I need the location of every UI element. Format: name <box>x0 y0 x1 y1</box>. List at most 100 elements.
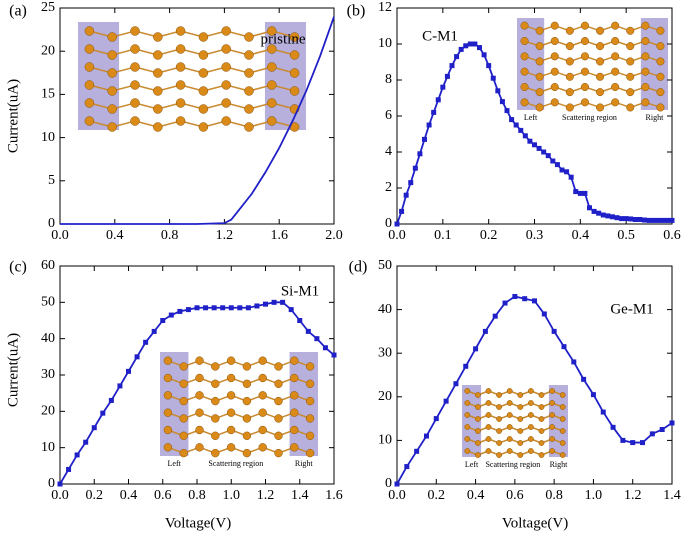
inset-atom <box>496 440 503 446</box>
x-tick-label: 0.6 <box>663 228 681 243</box>
marker <box>435 97 441 103</box>
marker <box>669 217 675 223</box>
marker <box>57 481 63 487</box>
inset-atom <box>517 428 524 434</box>
marker <box>477 45 482 51</box>
inset-atom <box>580 52 589 61</box>
inset-atom <box>290 408 299 417</box>
inset-label: Scattering region <box>562 113 617 122</box>
y-tick-label: 4 <box>385 144 392 159</box>
inset-atom <box>221 80 231 90</box>
marker <box>573 189 579 195</box>
y-tick-label: 60 <box>41 258 55 273</box>
inset-atom <box>517 416 524 422</box>
inset-atom <box>496 392 503 398</box>
marker <box>271 299 277 305</box>
inset-atom <box>611 98 620 107</box>
marker <box>591 208 597 214</box>
marker <box>513 122 519 128</box>
marker <box>417 151 423 157</box>
marker <box>297 318 303 323</box>
inset-atom <box>305 396 315 406</box>
marker <box>473 346 479 352</box>
inset-atom <box>130 62 140 72</box>
marker <box>220 305 226 311</box>
marker <box>263 301 268 307</box>
marker <box>168 312 174 318</box>
x-tick-label: 1.4 <box>663 488 681 503</box>
inset-atom <box>179 431 188 440</box>
inset-atom <box>559 392 566 398</box>
y-tick-label: 15 <box>41 87 55 102</box>
marker <box>160 318 166 323</box>
marker <box>177 308 183 314</box>
inset-atom <box>153 68 163 78</box>
inset-atom <box>520 98 529 107</box>
inset-atom <box>580 98 589 107</box>
inset-atom <box>163 356 173 365</box>
inset-atom <box>656 26 665 35</box>
inset-atom <box>130 44 140 54</box>
inset-atom <box>305 362 315 371</box>
annotation: Ge-M1 <box>610 301 653 317</box>
inset-atom <box>550 67 559 76</box>
inset-atom <box>221 62 231 72</box>
inset-atom <box>274 379 283 388</box>
inset-atom <box>464 388 471 394</box>
x-tick-label: 0.4 <box>120 488 138 503</box>
inset-atom <box>559 452 566 458</box>
marker <box>571 359 577 365</box>
inset-atom <box>221 98 231 108</box>
inset-atom <box>107 50 117 60</box>
inset-atom <box>267 62 277 72</box>
inset-atom <box>267 98 277 108</box>
inset-atom <box>153 86 163 96</box>
x-tick-label: 0.0 <box>388 488 406 503</box>
inset-atom <box>475 428 481 434</box>
marker <box>394 221 400 227</box>
marker <box>482 328 488 334</box>
marker <box>614 215 620 221</box>
inset-atom <box>506 412 513 418</box>
marker <box>632 217 638 222</box>
inset-atom <box>528 400 534 406</box>
inset-atom <box>520 67 529 76</box>
inset-atom <box>496 452 503 458</box>
inset-atom <box>267 116 277 126</box>
series-line <box>60 16 335 225</box>
marker <box>512 294 518 300</box>
y-tick-label: 50 <box>378 258 392 273</box>
inset-atom <box>517 440 524 446</box>
marker <box>254 303 260 309</box>
inset-atom <box>163 391 173 400</box>
x-tick-label: 1.6 <box>270 228 288 243</box>
inset-atom <box>550 52 559 61</box>
inset-atom <box>517 392 524 398</box>
inset-atom <box>538 404 545 410</box>
inset-atom <box>274 431 283 440</box>
inset-atom <box>179 414 188 423</box>
panel-label: (d) <box>349 259 368 276</box>
inset-atom <box>565 72 574 81</box>
y-tick-label: 20 <box>378 389 392 404</box>
marker <box>600 409 606 415</box>
inset-atom <box>535 88 544 97</box>
marker <box>532 298 537 304</box>
inset-atom <box>506 448 513 454</box>
inset-atom <box>496 416 503 422</box>
marker <box>522 133 528 139</box>
marker <box>532 142 537 148</box>
inset-atom <box>198 122 209 132</box>
annotation: C-M1 <box>422 28 458 44</box>
inset-atom <box>163 425 173 435</box>
inset-atom <box>596 88 605 97</box>
inset-atom <box>520 36 529 46</box>
x-tick-label: 0.8 <box>545 488 563 503</box>
inset-atom <box>242 431 252 440</box>
inset-atom <box>242 379 252 388</box>
inset-atom <box>130 98 140 108</box>
marker <box>649 431 655 437</box>
marker <box>518 127 524 133</box>
x-tick-label: 0.4 <box>572 228 590 243</box>
inset-atom <box>549 436 555 442</box>
